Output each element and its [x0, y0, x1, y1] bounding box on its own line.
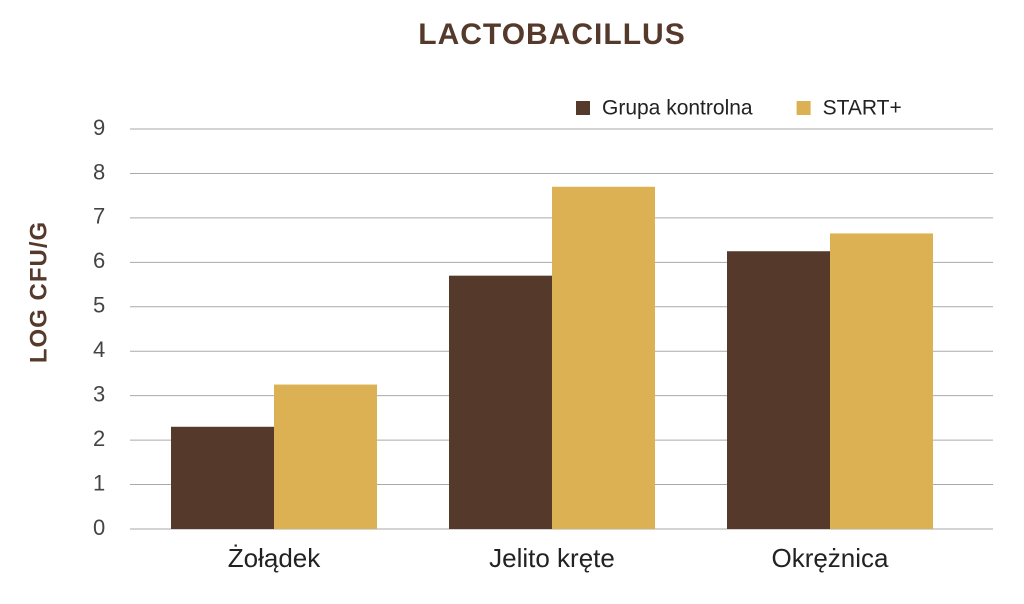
legend-swatch — [796, 101, 811, 115]
y-tick-label: 8 — [93, 159, 105, 184]
y-tick-label: 3 — [93, 381, 105, 406]
bar — [274, 384, 377, 529]
bar — [449, 275, 552, 529]
y-tick-label: 1 — [93, 470, 105, 495]
bar — [727, 251, 830, 529]
y-axis-label: LOG CFU/G — [25, 221, 52, 363]
y-tick-label: 7 — [93, 204, 105, 229]
legend-label: Grupa kontrolna — [602, 97, 753, 120]
y-tick-label: 5 — [93, 293, 105, 318]
x-tick-label: Okrężnica — [771, 543, 889, 573]
x-tick-label: Jelito kręte — [489, 543, 615, 573]
bar — [552, 186, 655, 529]
y-tick-label: 2 — [93, 426, 105, 451]
chart-title: LACTOBACILLUS — [418, 18, 685, 51]
bar — [171, 426, 274, 529]
y-tick-label: 4 — [93, 337, 105, 362]
y-tick-label: 0 — [93, 515, 105, 540]
bar — [830, 233, 933, 529]
legend-label: START+ — [823, 97, 902, 120]
y-tick-label: 9 — [93, 115, 105, 140]
x-tick-label: Żołądek — [228, 543, 321, 573]
legend-swatch — [576, 101, 590, 115]
y-tick-label: 6 — [93, 248, 105, 273]
